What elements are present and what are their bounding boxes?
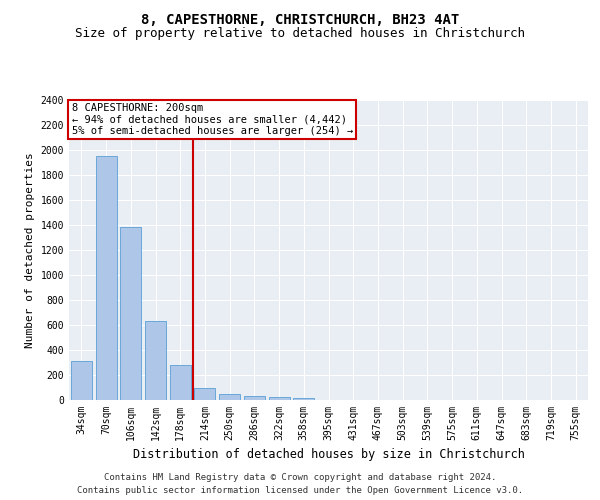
Y-axis label: Number of detached properties: Number of detached properties [25, 152, 35, 348]
Text: Contains HM Land Registry data © Crown copyright and database right 2024.
Contai: Contains HM Land Registry data © Crown c… [77, 474, 523, 495]
Bar [244, 396, 265, 400]
Bar [95, 156, 116, 400]
Bar [219, 394, 240, 400]
Text: 8, CAPESTHORNE, CHRISTCHURCH, BH23 4AT: 8, CAPESTHORNE, CHRISTCHURCH, BH23 4AT [141, 12, 459, 26]
Bar [194, 388, 215, 400]
Bar [71, 360, 92, 400]
Text: 8 CAPESTHORNE: 200sqm
← 94% of detached houses are smaller (4,442)
5% of semi-de: 8 CAPESTHORNE: 200sqm ← 94% of detached … [71, 103, 353, 136]
Text: Size of property relative to detached houses in Christchurch: Size of property relative to detached ho… [75, 28, 525, 40]
Bar [293, 398, 314, 400]
Bar [145, 322, 166, 400]
Bar [170, 365, 191, 400]
X-axis label: Distribution of detached houses by size in Christchurch: Distribution of detached houses by size … [133, 448, 524, 462]
Bar [120, 227, 141, 400]
Bar [269, 397, 290, 400]
